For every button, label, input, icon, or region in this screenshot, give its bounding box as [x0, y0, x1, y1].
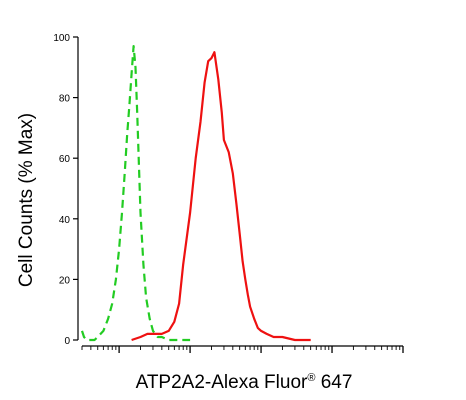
y-axis-ticks: 0 20 40 60 80 100 — [53, 33, 78, 347]
x-axis-title-main: ATP2A2-Alexa Fluor — [136, 372, 308, 393]
x-axis-title: ATP2A2-Alexa Fluor® 647 — [136, 372, 353, 393]
y-tick-label: 20 — [59, 275, 71, 286]
sample-histogram-line — [131, 51, 311, 342]
y-tick-label: 0 — [64, 336, 70, 347]
y-tick-label: 60 — [59, 154, 71, 165]
x-axis-title-registered-mark: ® — [307, 372, 315, 384]
x-axis-ticks — [81, 346, 404, 353]
y-tick-label: 40 — [59, 215, 71, 226]
control-histogram-line — [80, 45, 191, 342]
y-tick-label: 100 — [53, 33, 70, 44]
histogram-series — [80, 45, 311, 342]
x-axis-title-suffix: 647 — [315, 372, 352, 393]
y-tick-label: 80 — [59, 94, 71, 105]
y-axis-title: Cell Counts (% Max) — [16, 113, 37, 287]
